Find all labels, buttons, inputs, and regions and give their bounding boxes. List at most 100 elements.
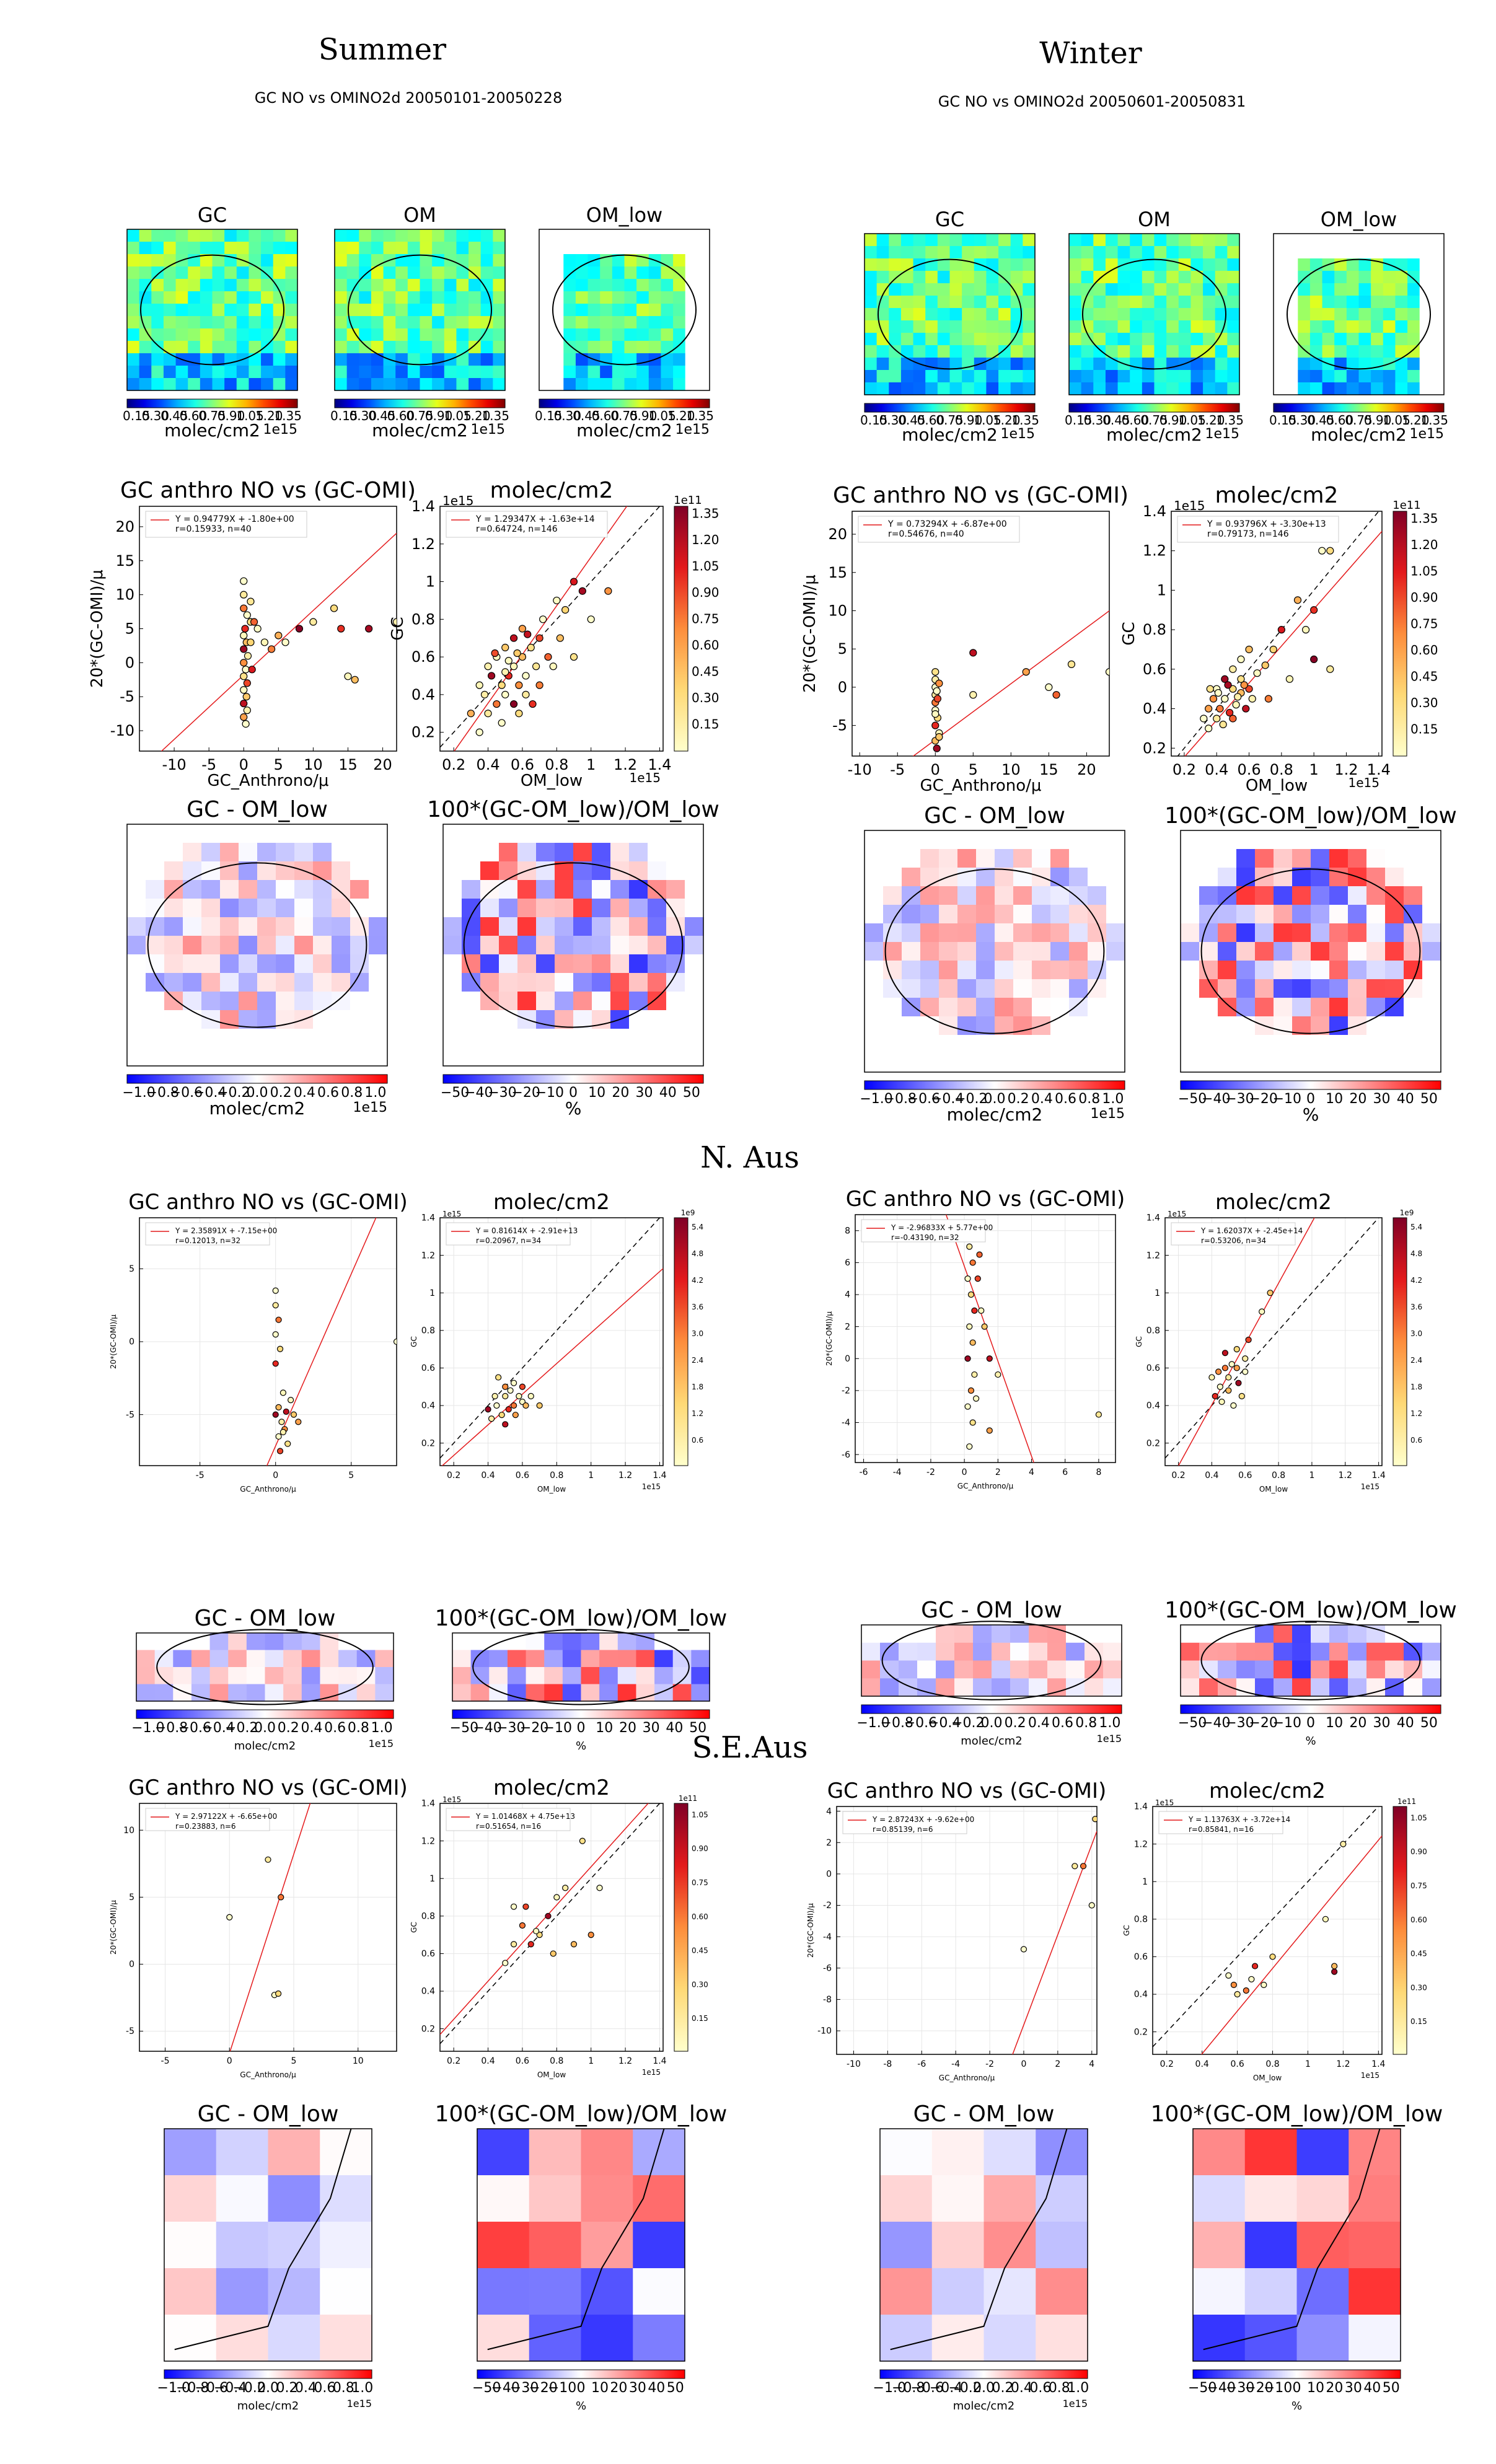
map-cell — [332, 880, 351, 899]
map-cell — [1407, 382, 1420, 395]
map-cell — [456, 304, 469, 317]
map-cell — [610, 917, 630, 936]
map-cell — [249, 341, 262, 354]
map-cell — [249, 353, 262, 366]
x-tick-label: 0.6 — [516, 2056, 529, 2066]
colorbar-tick-label: 30 — [1345, 2380, 1362, 2396]
map-cell — [332, 1047, 351, 1067]
colorbar-tick-label: −1.0 — [860, 1091, 892, 1107]
map-cell — [636, 366, 649, 379]
map-cell — [954, 1678, 974, 1697]
map-cell — [1419, 283, 1432, 296]
map-cell — [1371, 382, 1384, 395]
colorbar-tick-label: 0.30 — [692, 690, 719, 705]
map-cell — [949, 271, 962, 284]
summer-heading: Summer — [318, 32, 447, 67]
map-cell — [865, 308, 878, 321]
map-cell — [529, 2268, 582, 2315]
map-cell — [371, 316, 384, 329]
map-cell — [1358, 308, 1371, 321]
map-cell — [200, 353, 213, 366]
map-cell — [276, 1029, 295, 1048]
map-cell — [1218, 979, 1237, 998]
map-raster — [443, 824, 704, 1067]
map-cell — [685, 899, 704, 918]
map-cell — [563, 242, 576, 255]
y-tick-label: 1 — [1157, 581, 1166, 599]
plot-frame — [836, 1806, 1098, 2055]
map-cell — [880, 1678, 899, 1697]
data-point — [995, 1371, 1001, 1378]
data-point — [242, 666, 250, 674]
colorbar-tick-label: −50 — [1178, 1715, 1207, 1731]
map-cell — [995, 1035, 1014, 1054]
colorbar-tick-label: 0.15 — [860, 413, 888, 428]
map-cell — [456, 341, 469, 354]
data-point — [570, 578, 578, 586]
map-cell — [685, 936, 704, 955]
data-point — [522, 1402, 529, 1409]
map-cell — [1309, 320, 1323, 333]
map-cell — [555, 824, 574, 843]
map-cell — [1274, 370, 1287, 383]
map-cell — [1329, 942, 1349, 961]
colorbar-tick-label: −40 — [464, 1085, 493, 1101]
map-cell — [610, 992, 630, 1011]
map-cell — [1255, 1054, 1274, 1073]
map-cell — [648, 880, 667, 899]
map-cell — [880, 1625, 899, 1643]
map-cell — [127, 880, 146, 899]
map-cell — [624, 316, 637, 329]
map-cell — [1088, 979, 1107, 998]
x-tick-label: 5 — [291, 2056, 297, 2066]
map-cell — [629, 843, 648, 862]
map-cell — [493, 254, 506, 267]
map-cell — [1395, 333, 1408, 346]
data-point — [510, 1941, 517, 1948]
map-cell — [913, 382, 926, 395]
map-cell — [900, 358, 914, 371]
y-tick-label: 0.2 — [1134, 2027, 1148, 2037]
map-cell — [995, 868, 1014, 887]
map-cell — [493, 279, 506, 292]
map-cell — [1227, 246, 1240, 259]
map-cell — [320, 2222, 372, 2269]
map-cell — [346, 279, 359, 292]
data-point — [1226, 708, 1234, 717]
map-cell — [673, 366, 686, 379]
map-cell — [666, 1029, 685, 1048]
data-point — [1022, 668, 1030, 676]
y-tick-label: 1.2 — [1146, 1251, 1160, 1261]
map-cell — [1407, 345, 1420, 358]
map-cell — [139, 366, 152, 379]
data-point — [935, 733, 943, 741]
colorbar-tick-label: −1.0 — [856, 1715, 889, 1731]
map-cell — [1274, 1660, 1293, 1679]
data-point — [512, 1412, 519, 1419]
map-cell — [1236, 923, 1256, 943]
map-cell — [636, 1667, 655, 1685]
data-point — [1322, 1916, 1329, 1922]
map-cell — [1023, 382, 1036, 395]
map-cell — [456, 316, 469, 329]
map-cell — [1404, 1016, 1423, 1036]
data-point — [1253, 669, 1261, 677]
map-cell — [285, 328, 298, 341]
legend-stats-label: r=0.53206, n=34 — [1201, 1236, 1266, 1245]
one-to-one-line — [1177, 511, 1379, 756]
map-cell — [600, 266, 613, 279]
map-cell — [865, 886, 884, 905]
map-cell — [164, 2129, 217, 2176]
map-cell — [239, 936, 258, 955]
map-cell — [261, 316, 274, 329]
map-cell — [536, 899, 555, 918]
fit-line — [441, 1268, 663, 1466]
map-cell — [1395, 271, 1408, 284]
map-cell — [1329, 905, 1349, 924]
map-cell — [1358, 296, 1371, 309]
map-cell — [332, 843, 351, 862]
map-cell — [350, 880, 369, 899]
map-panel: 100*(GC-OM_low)/OM_low−50−40−30−20−10 0 10… — [1164, 1598, 1457, 1748]
winter-heading: Winter — [1039, 36, 1142, 71]
x-tick-label: -5 — [161, 2056, 170, 2066]
